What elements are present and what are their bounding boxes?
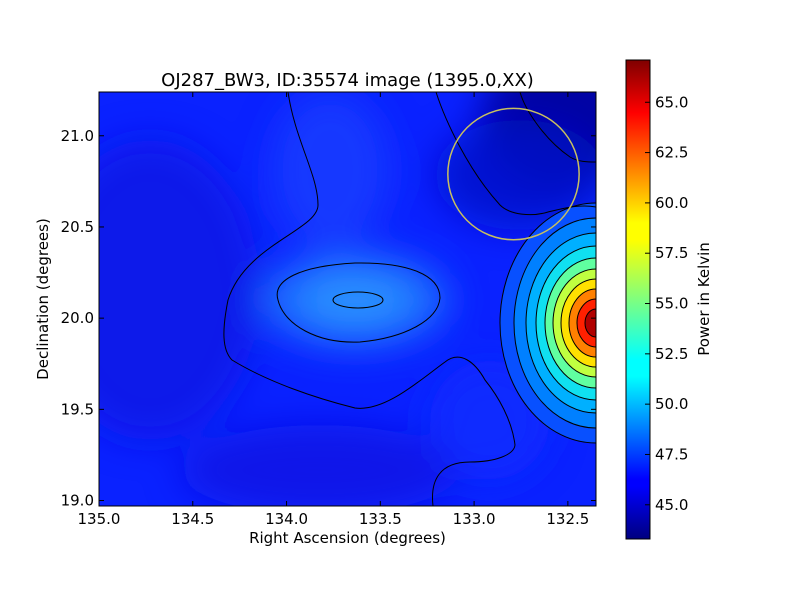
y-axis-label: Declination (degrees): [34, 218, 52, 380]
x-tick-label: 135.0: [78, 510, 121, 528]
colorbar: [625, 59, 651, 540]
x-tick-label: 134.0: [265, 510, 308, 528]
heatmap-image: [99, 92, 596, 506]
colorbar-ticks: 45.0 47.5 50.0 52.5 55.0 57.5 60.0 62.5 65.0: [645, 93, 688, 514]
colorbar-tick-label: 47.5: [655, 445, 688, 463]
contour-line: [560, 278, 596, 368]
contour-line: [552, 268, 596, 378]
colorbar-tick-label: 55.0: [655, 295, 688, 313]
contour-line: [276, 262, 441, 343]
x-axis: 135.0 134.5 134.0 133.5 133.0 132.5: [78, 92, 589, 528]
contour-line: [499, 202, 596, 444]
y-axis: 19.0 19.5 20.0 20.5 21.0: [61, 127, 596, 510]
x-tick-label: 133.5: [359, 510, 402, 528]
x-tick-label: 134.5: [171, 510, 214, 528]
y-tick-label: 19.0: [61, 492, 94, 510]
contour-line: [568, 288, 596, 358]
contour-line: [519, 92, 596, 163]
colorbar-tick-label: 57.5: [655, 244, 688, 262]
colorbar-tick-label: 65.0: [655, 93, 688, 111]
y-tick-label: 20.0: [61, 309, 94, 327]
contour-line: [525, 232, 596, 414]
beam-circle: [447, 107, 580, 241]
x-tick-label: 132.5: [546, 510, 589, 528]
colorbar-tick-label: 60.0: [655, 194, 688, 212]
plot-frame: [98, 91, 597, 507]
y-tick-label: 19.5: [61, 400, 94, 418]
contour-line: [576, 298, 596, 348]
x-tick-label: 133.0: [453, 510, 496, 528]
colorbar-tick-label: 45.0: [655, 496, 688, 514]
contour-line: [513, 217, 596, 429]
contour-lines: [223, 92, 596, 506]
y-tick-label: 20.5: [61, 218, 94, 236]
contour-line: [544, 257, 596, 389]
chart-title: OJ287_BW3, ID:35574 image (1395.0,XX): [161, 70, 534, 91]
contour-line: [332, 291, 384, 309]
y-tick-label: 21.0: [61, 127, 94, 145]
colorbar-tick-label: 52.5: [655, 345, 688, 363]
colorbar-tick-label: 50.0: [655, 395, 688, 413]
contour-line: [584, 308, 596, 338]
contour-line: [535, 245, 596, 401]
contour-line: [223, 92, 516, 506]
colorbar-label: Power in Kelvin: [695, 242, 713, 356]
colorbar-tick-label: 62.5: [655, 144, 688, 162]
x-axis-label: Right Ascension (degrees): [249, 529, 446, 547]
